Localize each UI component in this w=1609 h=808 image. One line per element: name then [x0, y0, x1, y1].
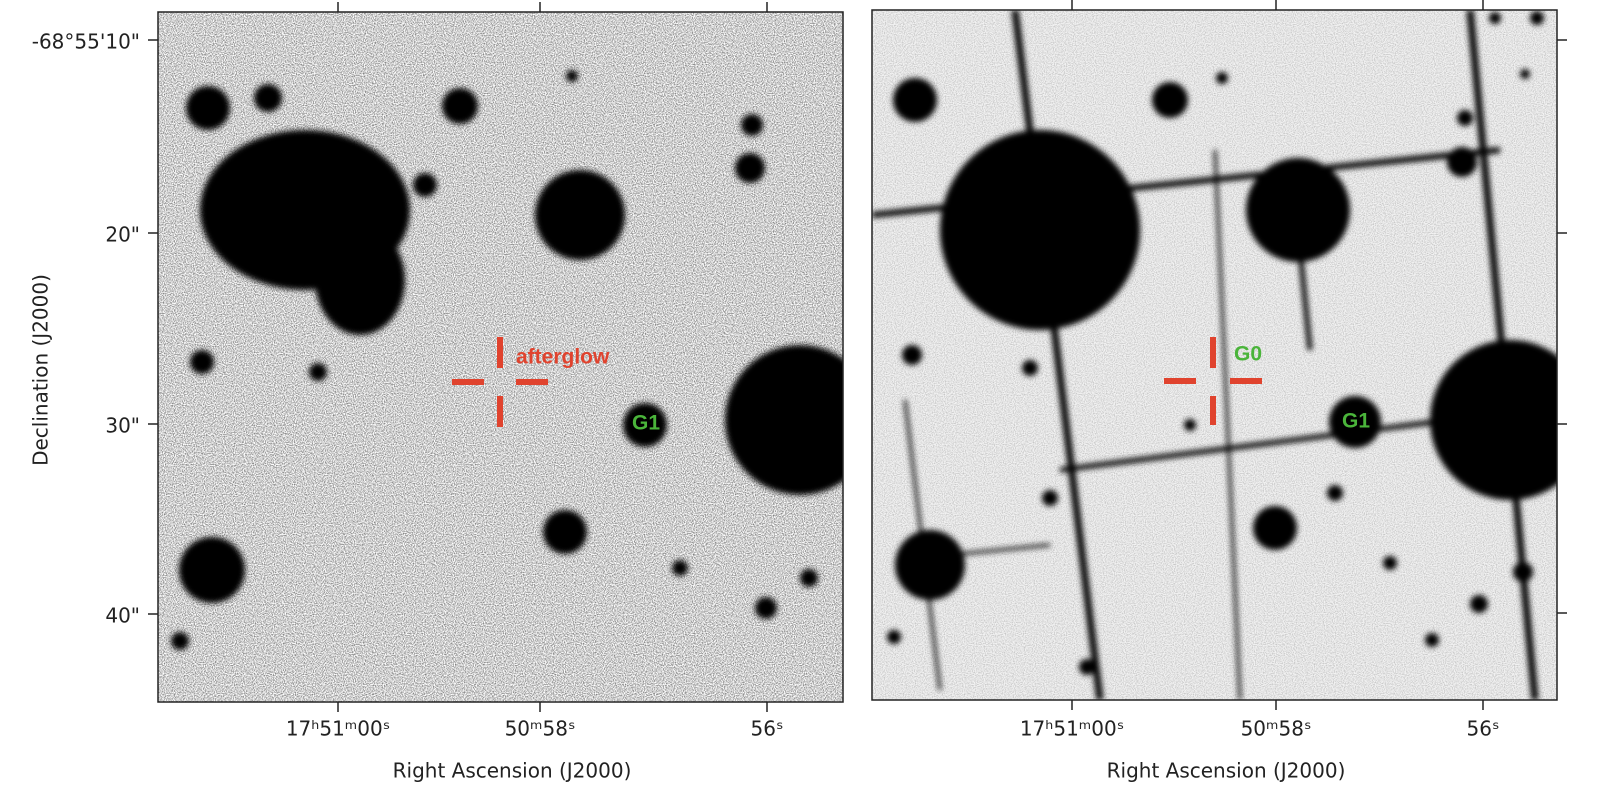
source	[1530, 11, 1544, 25]
annotation: afterglow	[516, 346, 610, 369]
y-tick-label: 30"	[105, 414, 140, 438]
x-axis-label: Right Ascension (J2000)	[393, 759, 632, 783]
source	[1447, 147, 1477, 177]
source	[735, 153, 765, 183]
right-image	[872, 10, 1557, 700]
source	[623, 403, 667, 447]
x-tick-label: 50ᵐ58ˢ	[505, 717, 576, 741]
source	[887, 630, 901, 644]
x-tick-label: 17ʰ51ᵐ00ˢ	[1020, 717, 1124, 741]
x-tick-label: 17ʰ51ᵐ00ˢ	[286, 717, 390, 741]
source	[309, 363, 327, 381]
source	[895, 530, 965, 600]
source	[1022, 360, 1038, 376]
source	[741, 114, 763, 136]
right-frame	[871, 9, 1558, 701]
x-tick-label: 56ˢ	[1467, 717, 1500, 741]
source	[1011, 10, 1104, 700]
source	[1513, 562, 1533, 582]
source	[413, 173, 437, 197]
source	[1059, 417, 1451, 473]
crosshair-right	[1164, 337, 1262, 425]
source	[893, 78, 937, 122]
source	[1079, 659, 1095, 675]
source	[1520, 69, 1530, 79]
source	[1213, 149, 1242, 700]
source	[543, 510, 587, 554]
x-tick-label: 50ᵐ58ˢ	[1241, 717, 1312, 741]
y-tick-label: 40"	[105, 604, 140, 628]
source	[1425, 633, 1439, 647]
source	[1184, 419, 1196, 431]
source	[1457, 110, 1473, 126]
source	[1152, 82, 1188, 118]
source	[800, 569, 818, 587]
source	[179, 537, 245, 603]
left-frame	[157, 11, 844, 703]
annotation: G0	[1234, 343, 1262, 366]
source	[1216, 72, 1228, 84]
source	[1430, 340, 1557, 500]
source	[186, 86, 230, 130]
y-tick-label: 20"	[105, 223, 140, 247]
source	[566, 70, 578, 82]
annotation: G1	[1342, 410, 1370, 433]
source	[902, 345, 922, 365]
source	[535, 170, 625, 260]
y-axis-label: Declination (J2000)	[29, 274, 53, 466]
source	[1042, 490, 1058, 506]
source	[1327, 485, 1343, 501]
source	[171, 632, 189, 650]
source	[190, 350, 214, 374]
y-tick-label: -68°55'10"	[32, 30, 140, 54]
source	[1383, 556, 1397, 570]
source	[940, 130, 1140, 330]
source	[315, 225, 405, 335]
source	[442, 88, 478, 124]
source	[1329, 396, 1381, 448]
source	[1253, 506, 1297, 550]
crosshair-left	[452, 337, 548, 427]
source	[1246, 158, 1350, 262]
annotation: G1	[632, 412, 660, 435]
source	[672, 560, 688, 576]
source	[755, 597, 777, 619]
x-axis-label: Right Ascension (J2000)	[1107, 759, 1346, 783]
source	[1489, 12, 1501, 24]
source	[725, 345, 843, 495]
source	[254, 84, 282, 112]
x-tick-label: 56ˢ	[751, 717, 784, 741]
source	[1297, 249, 1313, 351]
ticks	[148, 0, 1567, 712]
source	[1470, 595, 1488, 613]
